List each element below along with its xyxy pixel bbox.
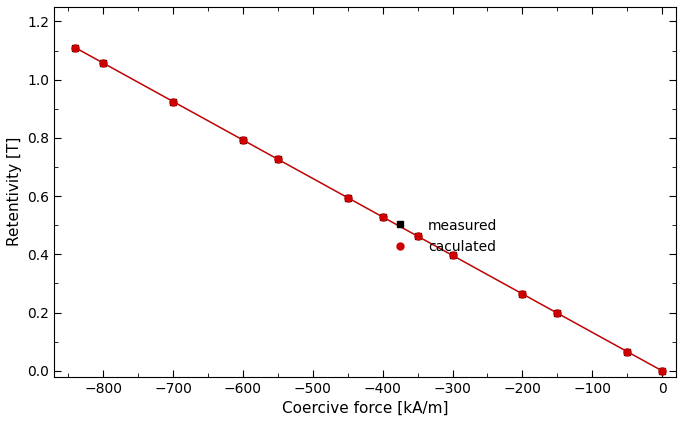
measured [99, 60, 107, 66]
measured [344, 195, 352, 200]
caculated [71, 45, 79, 50]
caculated [99, 60, 107, 66]
caculated [449, 253, 457, 258]
caculated [169, 99, 177, 104]
measured [449, 253, 457, 258]
caculated [413, 233, 421, 239]
measured [658, 368, 666, 374]
Y-axis label: Retentivity [T]: Retentivity [T] [7, 137, 22, 247]
Line: caculated: caculated [72, 44, 665, 374]
caculated [553, 310, 561, 316]
caculated [658, 368, 666, 374]
measured [413, 233, 421, 239]
caculated [378, 214, 387, 220]
measured [71, 45, 79, 50]
X-axis label: Coercive force [kA/m]: Coercive force [kA/m] [282, 401, 449, 416]
caculated [274, 157, 282, 162]
measured [239, 137, 247, 143]
caculated [518, 291, 527, 297]
measured [553, 310, 561, 316]
measured [518, 291, 527, 297]
measured [623, 349, 631, 354]
measured [274, 157, 282, 162]
caculated [239, 137, 247, 143]
measured [169, 99, 177, 104]
Legend: measured, caculated: measured, caculated [375, 211, 504, 261]
caculated [623, 349, 631, 354]
caculated [344, 195, 352, 200]
Line: measured: measured [72, 44, 665, 374]
measured [378, 214, 387, 220]
